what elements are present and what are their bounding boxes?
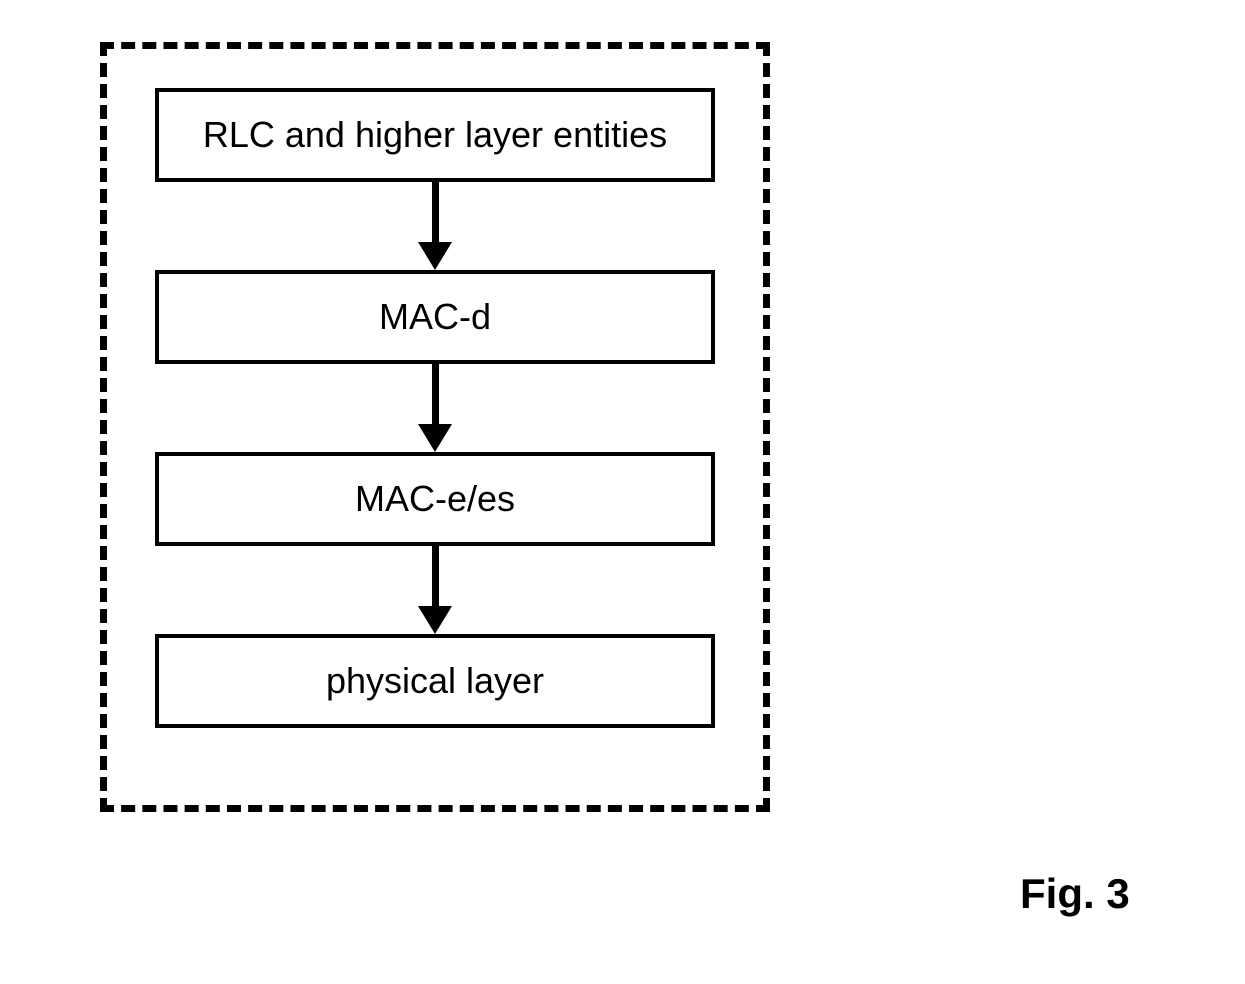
layer-label: MAC-e/es bbox=[355, 478, 515, 520]
diagram-canvas: RLC and higher layer entities MAC-d MAC-… bbox=[0, 0, 1245, 984]
layer-box-physical: physical layer bbox=[155, 634, 715, 728]
layer-label: RLC and higher layer entities bbox=[203, 114, 667, 156]
layer-label: MAC-d bbox=[379, 296, 491, 338]
arrow-head-icon bbox=[418, 242, 452, 270]
figure-caption: Fig. 3 bbox=[1020, 870, 1130, 918]
arrow-head-icon bbox=[418, 424, 452, 452]
arrow-line bbox=[432, 364, 439, 424]
arrow-line bbox=[432, 182, 439, 242]
arrow-head-icon bbox=[418, 606, 452, 634]
layer-box-mac-d: MAC-d bbox=[155, 270, 715, 364]
layer-box-mac-e-es: MAC-e/es bbox=[155, 452, 715, 546]
layer-label: physical layer bbox=[326, 660, 544, 702]
layer-box-rlc: RLC and higher layer entities bbox=[155, 88, 715, 182]
arrow-line bbox=[432, 546, 439, 606]
caption-text: Fig. 3 bbox=[1020, 870, 1130, 917]
